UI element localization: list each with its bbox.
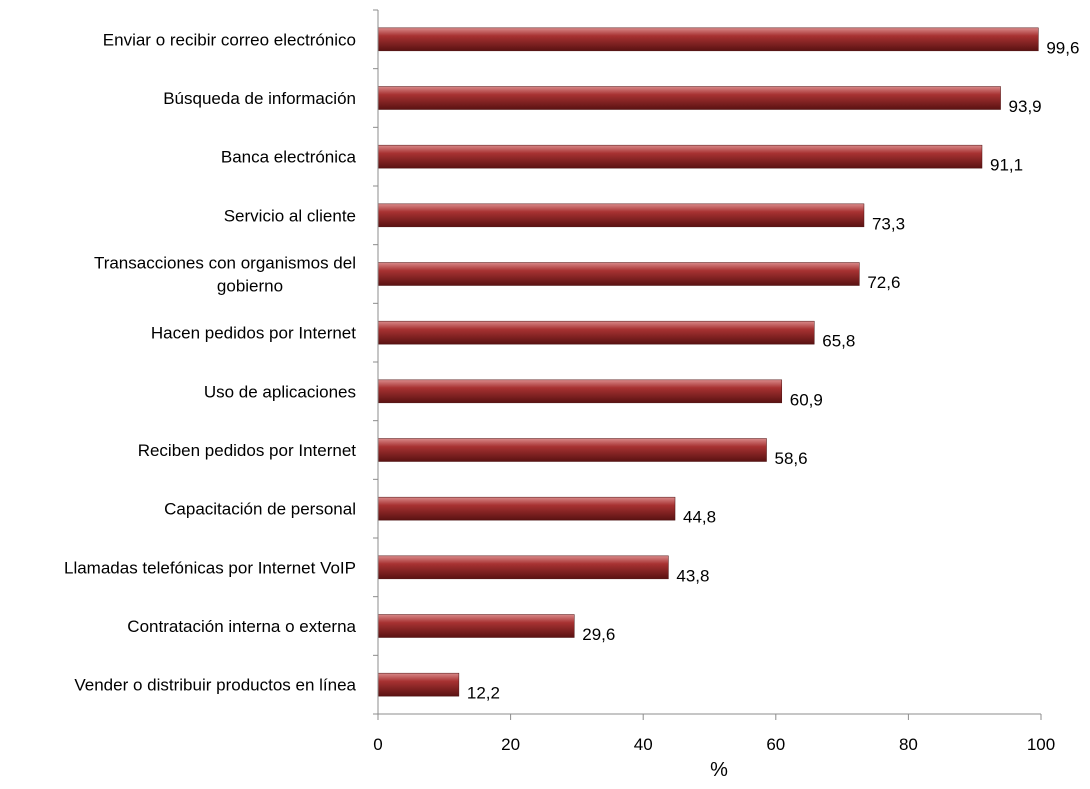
category-label: Hacen pedidos por Internet	[151, 324, 356, 343]
category-label: Contratación interna o externa	[127, 617, 356, 636]
bar	[377, 379, 783, 404]
category-label: Enviar o recibir correo electrónico	[103, 30, 356, 49]
bar	[377, 496, 676, 521]
bar	[377, 438, 767, 462]
category-label: Uso de aplicaciones	[204, 382, 356, 401]
bar	[377, 144, 983, 169]
bar	[377, 203, 865, 228]
x-tick-label: 100	[1027, 735, 1055, 754]
bar	[377, 262, 860, 286]
bar	[377, 86, 1001, 110]
bar	[377, 672, 460, 697]
bar-value-label: 91,1	[990, 156, 1023, 175]
bar-value-label: 99,6	[1046, 38, 1079, 57]
bar-value-label: 93,9	[1009, 97, 1042, 116]
bar-value-label: 29,6	[582, 625, 615, 644]
x-tick-label: 0	[373, 735, 382, 754]
bar-value-label: 65,8	[822, 332, 855, 351]
x-axis-title: %	[710, 759, 728, 781]
bar	[377, 555, 669, 580]
axes	[373, 9, 1042, 720]
x-tick-label: 20	[501, 735, 520, 754]
category-label: Llamadas telefónicas por Internet VoIP	[64, 558, 356, 577]
category-label: Reciben pedidos por Internet	[138, 441, 357, 460]
bar	[377, 320, 815, 345]
bar-value-label: 58,6	[775, 449, 808, 468]
bar	[377, 27, 1039, 52]
labels: 0 20 40 60 80 100 99,6 Enviar o recibir correo …	[64, 30, 1079, 754]
x-tick-label: 40	[634, 735, 653, 754]
category-label: Banca electrónica	[221, 148, 357, 167]
bars-layer	[377, 27, 1039, 697]
x-tick-label: 80	[899, 735, 918, 754]
category-label: Servicio al cliente	[224, 206, 356, 225]
category-label: Búsqueda de información	[163, 89, 356, 108]
x-tick-label: 60	[766, 735, 785, 754]
bar	[377, 614, 575, 638]
bar-value-label: 60,9	[790, 390, 823, 409]
category-label: Vender o distribuir productos en línea	[74, 676, 356, 695]
bar-value-label: 44,8	[683, 508, 716, 527]
bar-value-label: 12,2	[467, 684, 500, 703]
category-label: Capacitación de personal	[164, 500, 356, 519]
category-label: Transacciones con organismos del gobierno	[94, 254, 356, 296]
bar-value-label: 72,6	[867, 273, 900, 292]
bar-value-label: 73,3	[872, 214, 905, 233]
bar-value-label: 43,8	[676, 566, 709, 585]
